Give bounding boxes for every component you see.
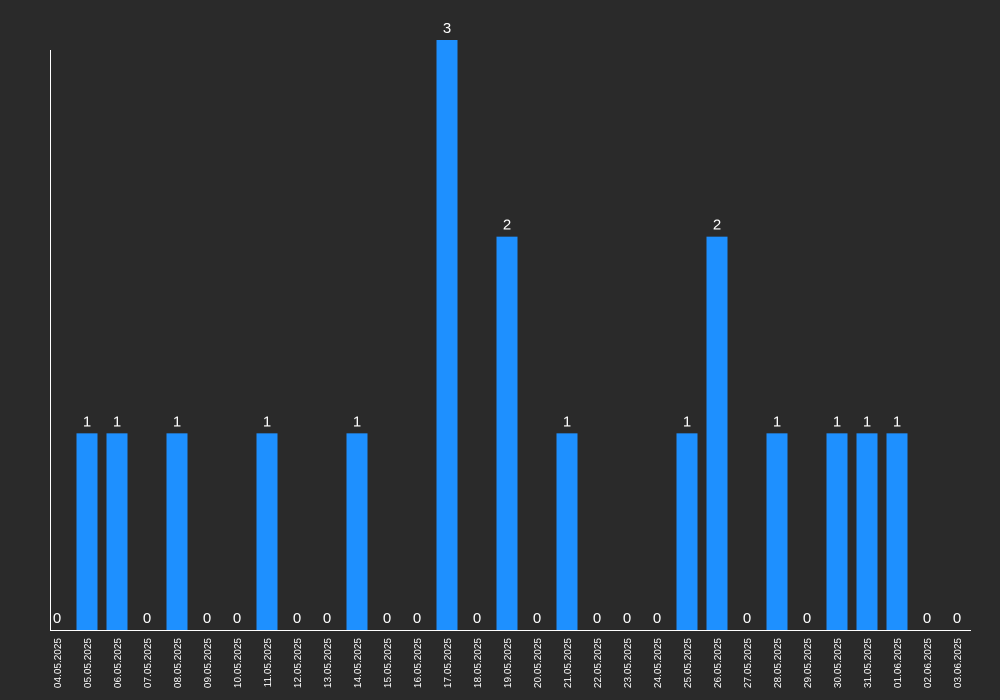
x-tick-label: 19.05.2025 [503,638,514,688]
bar-value-label: 1 [833,413,841,430]
bar-value-label: 0 [923,610,931,627]
bar-value-label: 1 [263,413,271,430]
x-tick-label: 14.05.2025 [353,638,364,688]
bar-value-label: 2 [713,217,721,234]
bar [706,236,728,630]
bar [556,433,578,630]
x-tick-labels-group: 04.05.2025 05.05.2025 06.05.2025 07.05.2025… [53,638,964,688]
bar [256,433,278,630]
bar-value-label: 1 [863,413,871,430]
bar-value-label: 0 [803,610,811,627]
x-tick-label: 11.05.2025 [263,638,274,688]
bar-value-label: 0 [623,610,631,627]
bar-value-label: 0 [293,610,301,627]
bar-value-label: 1 [893,413,901,430]
x-tick-label: 24.05.2025 [653,638,664,688]
bar-value-label: 0 [233,610,241,627]
x-tick-label: 07.05.2025 [143,638,154,688]
x-tick-label: 25.05.2025 [683,638,694,688]
bar [76,433,98,630]
bar-value-label: 0 [743,610,751,627]
x-tick-label: 26.05.2025 [713,638,724,688]
x-tick-label: 17.05.2025 [443,638,454,688]
x-tick-label: 03.06.2025 [953,638,964,688]
x-tick-label: 06.05.2025 [113,638,124,688]
x-tick-label: 16.05.2025 [413,638,424,688]
bar-value-label: 1 [773,413,781,430]
bar [856,433,878,630]
x-tick-label: 01.06.2025 [893,638,904,688]
bar [166,433,188,630]
x-tick-label: 12.05.2025 [293,638,304,688]
bar-value-label: 0 [653,610,661,627]
bar-value-label: 0 [143,610,151,627]
bar [886,433,908,630]
bar-value-label: 1 [83,413,91,430]
x-tick-label: 31.05.2025 [863,638,874,688]
x-tick-label: 08.05.2025 [173,638,184,688]
x-tick-label: 29.05.2025 [803,638,814,688]
bar [346,433,368,630]
bar [826,433,848,630]
x-tick-label: 15.05.2025 [383,638,394,688]
x-tick-label: 28.05.2025 [773,638,784,688]
x-tick-label: 13.05.2025 [323,638,334,688]
x-tick-label: 20.05.2025 [533,638,544,688]
bar-value-label: 1 [563,413,571,430]
bar-value-label: 1 [113,413,121,430]
x-tick-label: 04.05.2025 [53,638,64,688]
x-tick-label: 30.05.2025 [833,638,844,688]
x-tick-label: 22.05.2025 [593,638,604,688]
bar [496,236,518,630]
x-tick-label: 21.05.2025 [563,638,574,688]
x-tick-label: 23.05.2025 [623,638,634,688]
x-tick-label: 02.06.2025 [923,638,934,688]
bar-value-label: 0 [953,610,961,627]
bar-value-label: 1 [683,413,691,430]
bar [766,433,788,630]
bar [676,433,698,630]
bar-value-label: 0 [53,610,61,627]
bar [436,40,458,630]
bars-group [76,40,908,630]
bar-value-label: 1 [353,413,361,430]
bar-value-label: 0 [203,610,211,627]
x-tick-label: 09.05.2025 [203,638,214,688]
x-tick-label: 05.05.2025 [83,638,94,688]
x-tick-label: 10.05.2025 [233,638,244,688]
x-tick-label: 18.05.2025 [473,638,484,688]
bar-value-label: 2 [503,217,511,234]
bar [106,433,128,630]
bar-value-label: 0 [593,610,601,627]
data-labels-group: 0 1 1 0 1 0 0 1 0 0 1 0 0 3 0 2 0 1 0 0 0 1 2 0 1 0 1 1 1 0 0 [53,20,961,627]
x-tick-label: 27.05.2025 [743,638,754,688]
bar-value-label: 0 [323,610,331,627]
bar-value-label: 1 [173,413,181,430]
bar-value-label: 0 [473,610,481,627]
bar-value-label: 0 [383,610,391,627]
bar-value-label: 0 [533,610,541,627]
bar-value-label: 0 [413,610,421,627]
bar-value-label: 3 [443,20,451,37]
